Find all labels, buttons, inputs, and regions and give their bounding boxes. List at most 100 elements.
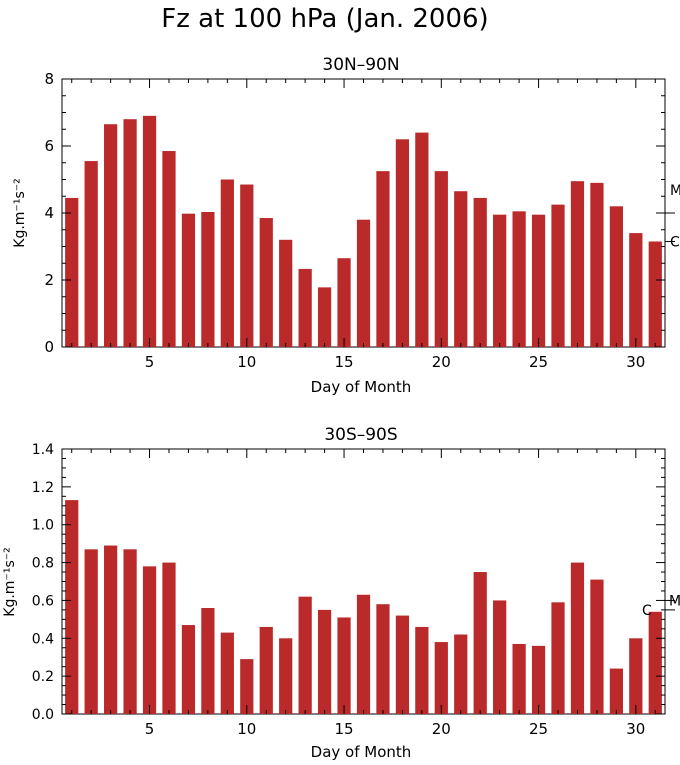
bar-day-25 bbox=[531, 214, 546, 347]
bar-day-6 bbox=[162, 151, 176, 347]
bar-day-8 bbox=[201, 212, 215, 347]
bar-day-28 bbox=[590, 182, 604, 347]
bar-day-29 bbox=[609, 668, 623, 714]
bar-day-3 bbox=[104, 124, 118, 347]
bar-day-11 bbox=[259, 626, 273, 714]
y-tick-label: 1.2 bbox=[32, 480, 54, 496]
bar-day-8 bbox=[201, 608, 215, 714]
x-tick-label: 10 bbox=[237, 720, 256, 738]
chart-title: 30N–90N bbox=[322, 55, 399, 75]
bar-day-4 bbox=[123, 549, 137, 714]
bar-day-14 bbox=[317, 609, 332, 714]
bar-day-16 bbox=[356, 594, 371, 714]
bar-day-21 bbox=[454, 634, 468, 714]
x-tick-label: 15 bbox=[335, 720, 354, 738]
bar-day-29 bbox=[609, 206, 623, 347]
bar-day-7 bbox=[181, 213, 196, 347]
chart-panel-south: 30S–90S 5 10 15 20 25 30 0.0 0.2 0.4 0.6 0.8 1.0 1.2… bbox=[2, 425, 680, 761]
x-tick-label: 20 bbox=[432, 720, 451, 738]
bar-day-30 bbox=[629, 233, 643, 347]
bar-day-3 bbox=[104, 545, 118, 714]
bar-day-22 bbox=[473, 197, 487, 347]
y-tick-label: 2 bbox=[44, 271, 54, 289]
bar-day-30 bbox=[629, 638, 643, 714]
bar-day-7 bbox=[181, 625, 196, 714]
bar-day-1 bbox=[65, 500, 79, 714]
bar-day-17 bbox=[376, 604, 390, 714]
bar-day-25 bbox=[531, 645, 546, 714]
y-tick-label: 0.2 bbox=[32, 669, 54, 685]
axes: 5 10 15 20 25 30 0.0 0.2 0.4 0.6 0.8 1.0 1.2 1.4 C M bbox=[32, 442, 680, 738]
bar-series bbox=[65, 500, 662, 714]
marker-label-m: M bbox=[670, 183, 680, 199]
bar-day-14 bbox=[317, 287, 332, 347]
bar-day-27 bbox=[570, 181, 585, 347]
bar-day-6 bbox=[162, 562, 176, 714]
marker-label-m: M bbox=[669, 593, 680, 609]
bar-day-19 bbox=[415, 132, 429, 347]
marker-label-c: C bbox=[642, 603, 652, 619]
x-tick-label: 5 bbox=[145, 353, 155, 371]
bar-day-15 bbox=[337, 617, 351, 714]
x-axis-label: Day of Month bbox=[311, 378, 412, 396]
x-tick-label: 30 bbox=[626, 353, 645, 371]
bar-day-27 bbox=[570, 562, 585, 714]
bar-day-9 bbox=[220, 632, 234, 714]
y-tick-label: 1.0 bbox=[32, 518, 54, 534]
y-tick-label: 0.6 bbox=[32, 593, 54, 609]
bar-day-31 bbox=[648, 241, 662, 347]
bar-day-21 bbox=[454, 191, 468, 347]
bar-day-24 bbox=[512, 211, 526, 347]
bar-day-16 bbox=[356, 219, 371, 347]
x-tick-label: 20 bbox=[432, 353, 451, 371]
marker-label-c: C bbox=[670, 234, 680, 250]
y-axis-label: Kg.m⁻¹s⁻² bbox=[12, 178, 28, 247]
x-tick-label: 25 bbox=[529, 720, 548, 738]
bar-day-18 bbox=[395, 615, 410, 714]
bar-day-12 bbox=[279, 239, 293, 347]
bar-day-13 bbox=[298, 596, 312, 714]
bar-day-5 bbox=[142, 566, 157, 714]
bar-day-20 bbox=[434, 642, 448, 714]
bar-day-20 bbox=[434, 171, 448, 348]
y-tick-label: 4 bbox=[44, 204, 54, 222]
bar-day-12 bbox=[279, 638, 293, 714]
bar-day-11 bbox=[259, 218, 273, 347]
chart-title: 30S–90S bbox=[324, 425, 397, 445]
bar-day-1 bbox=[65, 197, 79, 347]
y-tick-label: 0.4 bbox=[32, 631, 54, 647]
x-tick-label: 15 bbox=[335, 353, 354, 371]
bar-day-31 bbox=[648, 611, 662, 714]
bar-day-23 bbox=[493, 214, 507, 347]
bar-day-18 bbox=[395, 139, 410, 347]
x-tick-label: 5 bbox=[145, 720, 155, 738]
bar-day-26 bbox=[551, 602, 565, 714]
bar-day-10 bbox=[240, 659, 254, 714]
x-tick-label: 10 bbox=[237, 353, 256, 371]
x-axis-label: Day of Month bbox=[311, 743, 412, 761]
y-tick-label: 0.8 bbox=[32, 556, 54, 572]
bar-day-15 bbox=[337, 258, 351, 347]
y-tick-label: 6 bbox=[44, 137, 54, 155]
bar-day-22 bbox=[473, 572, 487, 714]
bar-day-26 bbox=[551, 204, 565, 348]
bar-day-24 bbox=[512, 643, 526, 714]
bar-day-28 bbox=[590, 579, 604, 714]
bar-day-17 bbox=[376, 171, 390, 348]
x-tick-label: 30 bbox=[626, 720, 645, 738]
y-tick-label: 0.0 bbox=[32, 707, 54, 723]
axes: 5 10 15 20 25 30 0 2 4 6 8 M C bbox=[44, 70, 680, 371]
bar-day-5 bbox=[142, 115, 157, 347]
bar-series bbox=[65, 115, 662, 348]
figure-title: Fz at 100 hPa (Jan. 2006) bbox=[161, 4, 488, 34]
y-tick-label: 0 bbox=[44, 338, 54, 356]
bar-day-19 bbox=[415, 626, 429, 714]
bar-day-13 bbox=[298, 268, 312, 347]
y-tick-label: 8 bbox=[44, 70, 54, 88]
bar-day-9 bbox=[220, 179, 234, 347]
x-tick-label: 25 bbox=[529, 353, 548, 371]
bar-day-2 bbox=[84, 161, 98, 347]
bar-day-4 bbox=[123, 119, 137, 347]
